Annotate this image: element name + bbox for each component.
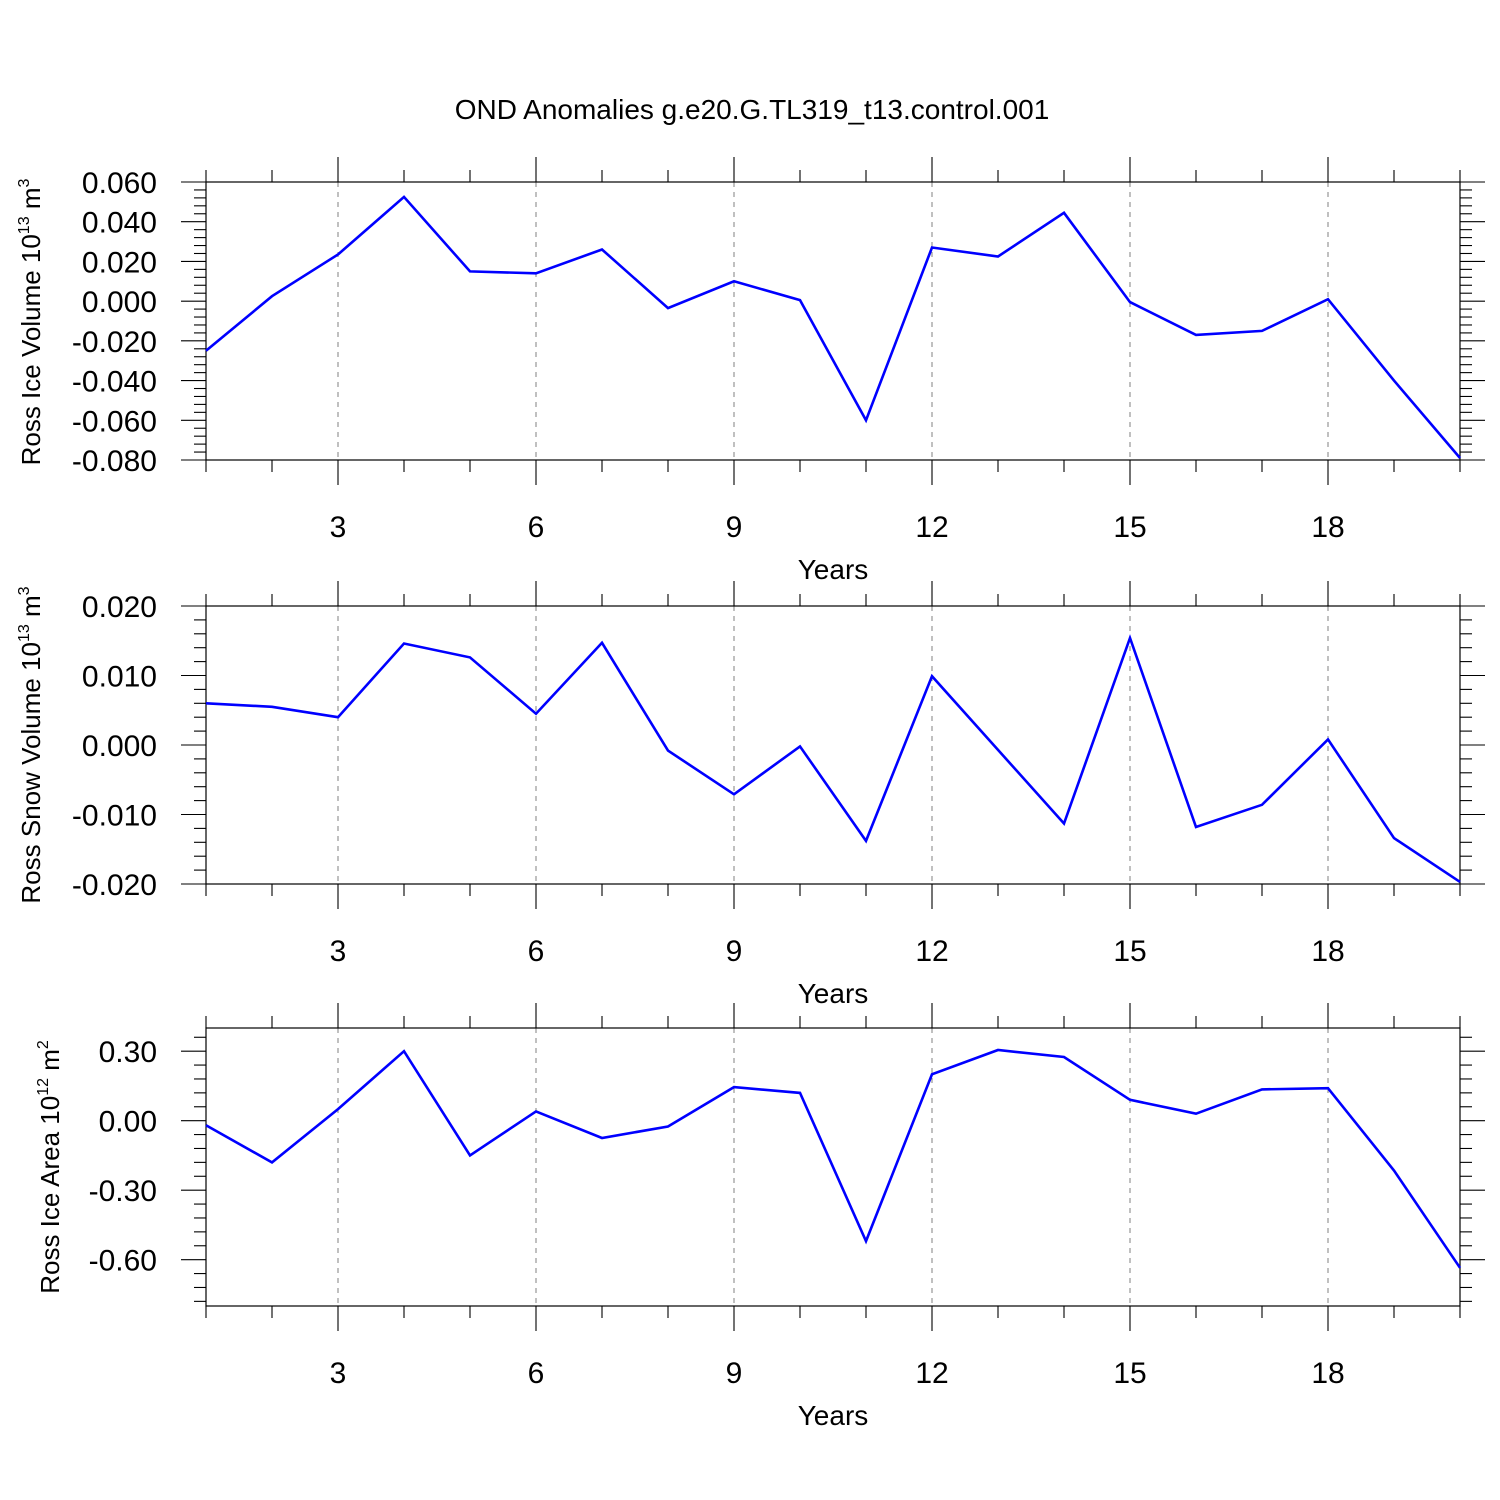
y-tick-label: 0.060 [82,167,157,200]
y-tick-label: -0.020 [72,326,157,359]
x-tick-label: 3 [330,1357,347,1390]
plot-frame [205,181,1461,461]
y-tick-label: -0.060 [72,405,157,438]
series-line [205,634,1461,883]
series-line [205,195,1461,459]
x-tick-label: 9 [726,511,743,544]
x-tick-label: 9 [726,935,743,968]
y-tick-label: 0.040 [82,207,157,240]
y-tick-label: 0.010 [82,661,157,694]
x-tick-label: 6 [528,935,545,968]
plots-container: 0.060 0.040 0.020 0.000 -0.020 -0.040 -0.060 -0… [16,157,1485,1431]
y-axis-label: Ross Ice Area 1012 m2 [35,1040,65,1294]
y-tick-label: 0.000 [82,730,157,763]
x-tick-label: 18 [1311,935,1344,968]
x-tick-label: 3 [330,511,347,544]
x-tick-label: 18 [1311,511,1344,544]
y-tick-label: -0.60 [89,1245,157,1278]
x-tick-label: 18 [1311,1357,1344,1390]
plot-frame [205,605,1461,885]
y-axis-label: Ross Ice Volume 1013 m3 [16,178,46,465]
y-tick-label: 0.000 [82,286,157,319]
y-tick-label: 0.30 [99,1036,157,1069]
y-tick-label: -0.010 [72,800,157,833]
x-axis-label: Years [798,978,869,1009]
plot-frame [205,1027,1461,1307]
y-tick-label: -0.30 [89,1175,157,1208]
x-tick-label: 6 [528,511,545,544]
x-tick-label: 12 [915,1357,948,1390]
y-axis-label: Ross Snow Volume 1013 m3 [16,586,46,903]
x-tick-label: 9 [726,1357,743,1390]
x-axis-label: Years [798,554,869,585]
figure-title: OND Anomalies g.e20.G.TL319_t13.control.… [455,94,1050,125]
x-tick-label: 15 [1113,935,1146,968]
x-tick-label: 6 [528,1357,545,1390]
x-tick-label: 15 [1113,511,1146,544]
x-tick-label: 3 [330,935,347,968]
y-tick-label: -0.020 [72,869,157,902]
x-tick-label: 12 [915,935,948,968]
series-line [205,1048,1462,1269]
x-tick-label: 15 [1113,1357,1146,1390]
y-tick-label: 0.00 [99,1106,157,1139]
y-tick-label: -0.080 [72,445,157,478]
y-tick-label: 0.020 [82,246,157,279]
chart-panel-2: 0.020 0.010 0.000 -0.010 -0.020 3 6 9 12 15 18 Year… [16,581,1485,1009]
x-tick-label: 12 [915,511,948,544]
y-tick-label: -0.040 [72,366,157,399]
chart-panel-3: 0.30 0.00 -0.30 -0.60 3 6 9 12 15 18 Years Ross Ice… [35,1003,1485,1431]
chart-panel-1: 0.060 0.040 0.020 0.000 -0.020 -0.040 -0.060 -0… [16,157,1485,585]
y-tick-label: 0.020 [82,591,157,624]
x-axis-label: Years [798,1400,869,1431]
